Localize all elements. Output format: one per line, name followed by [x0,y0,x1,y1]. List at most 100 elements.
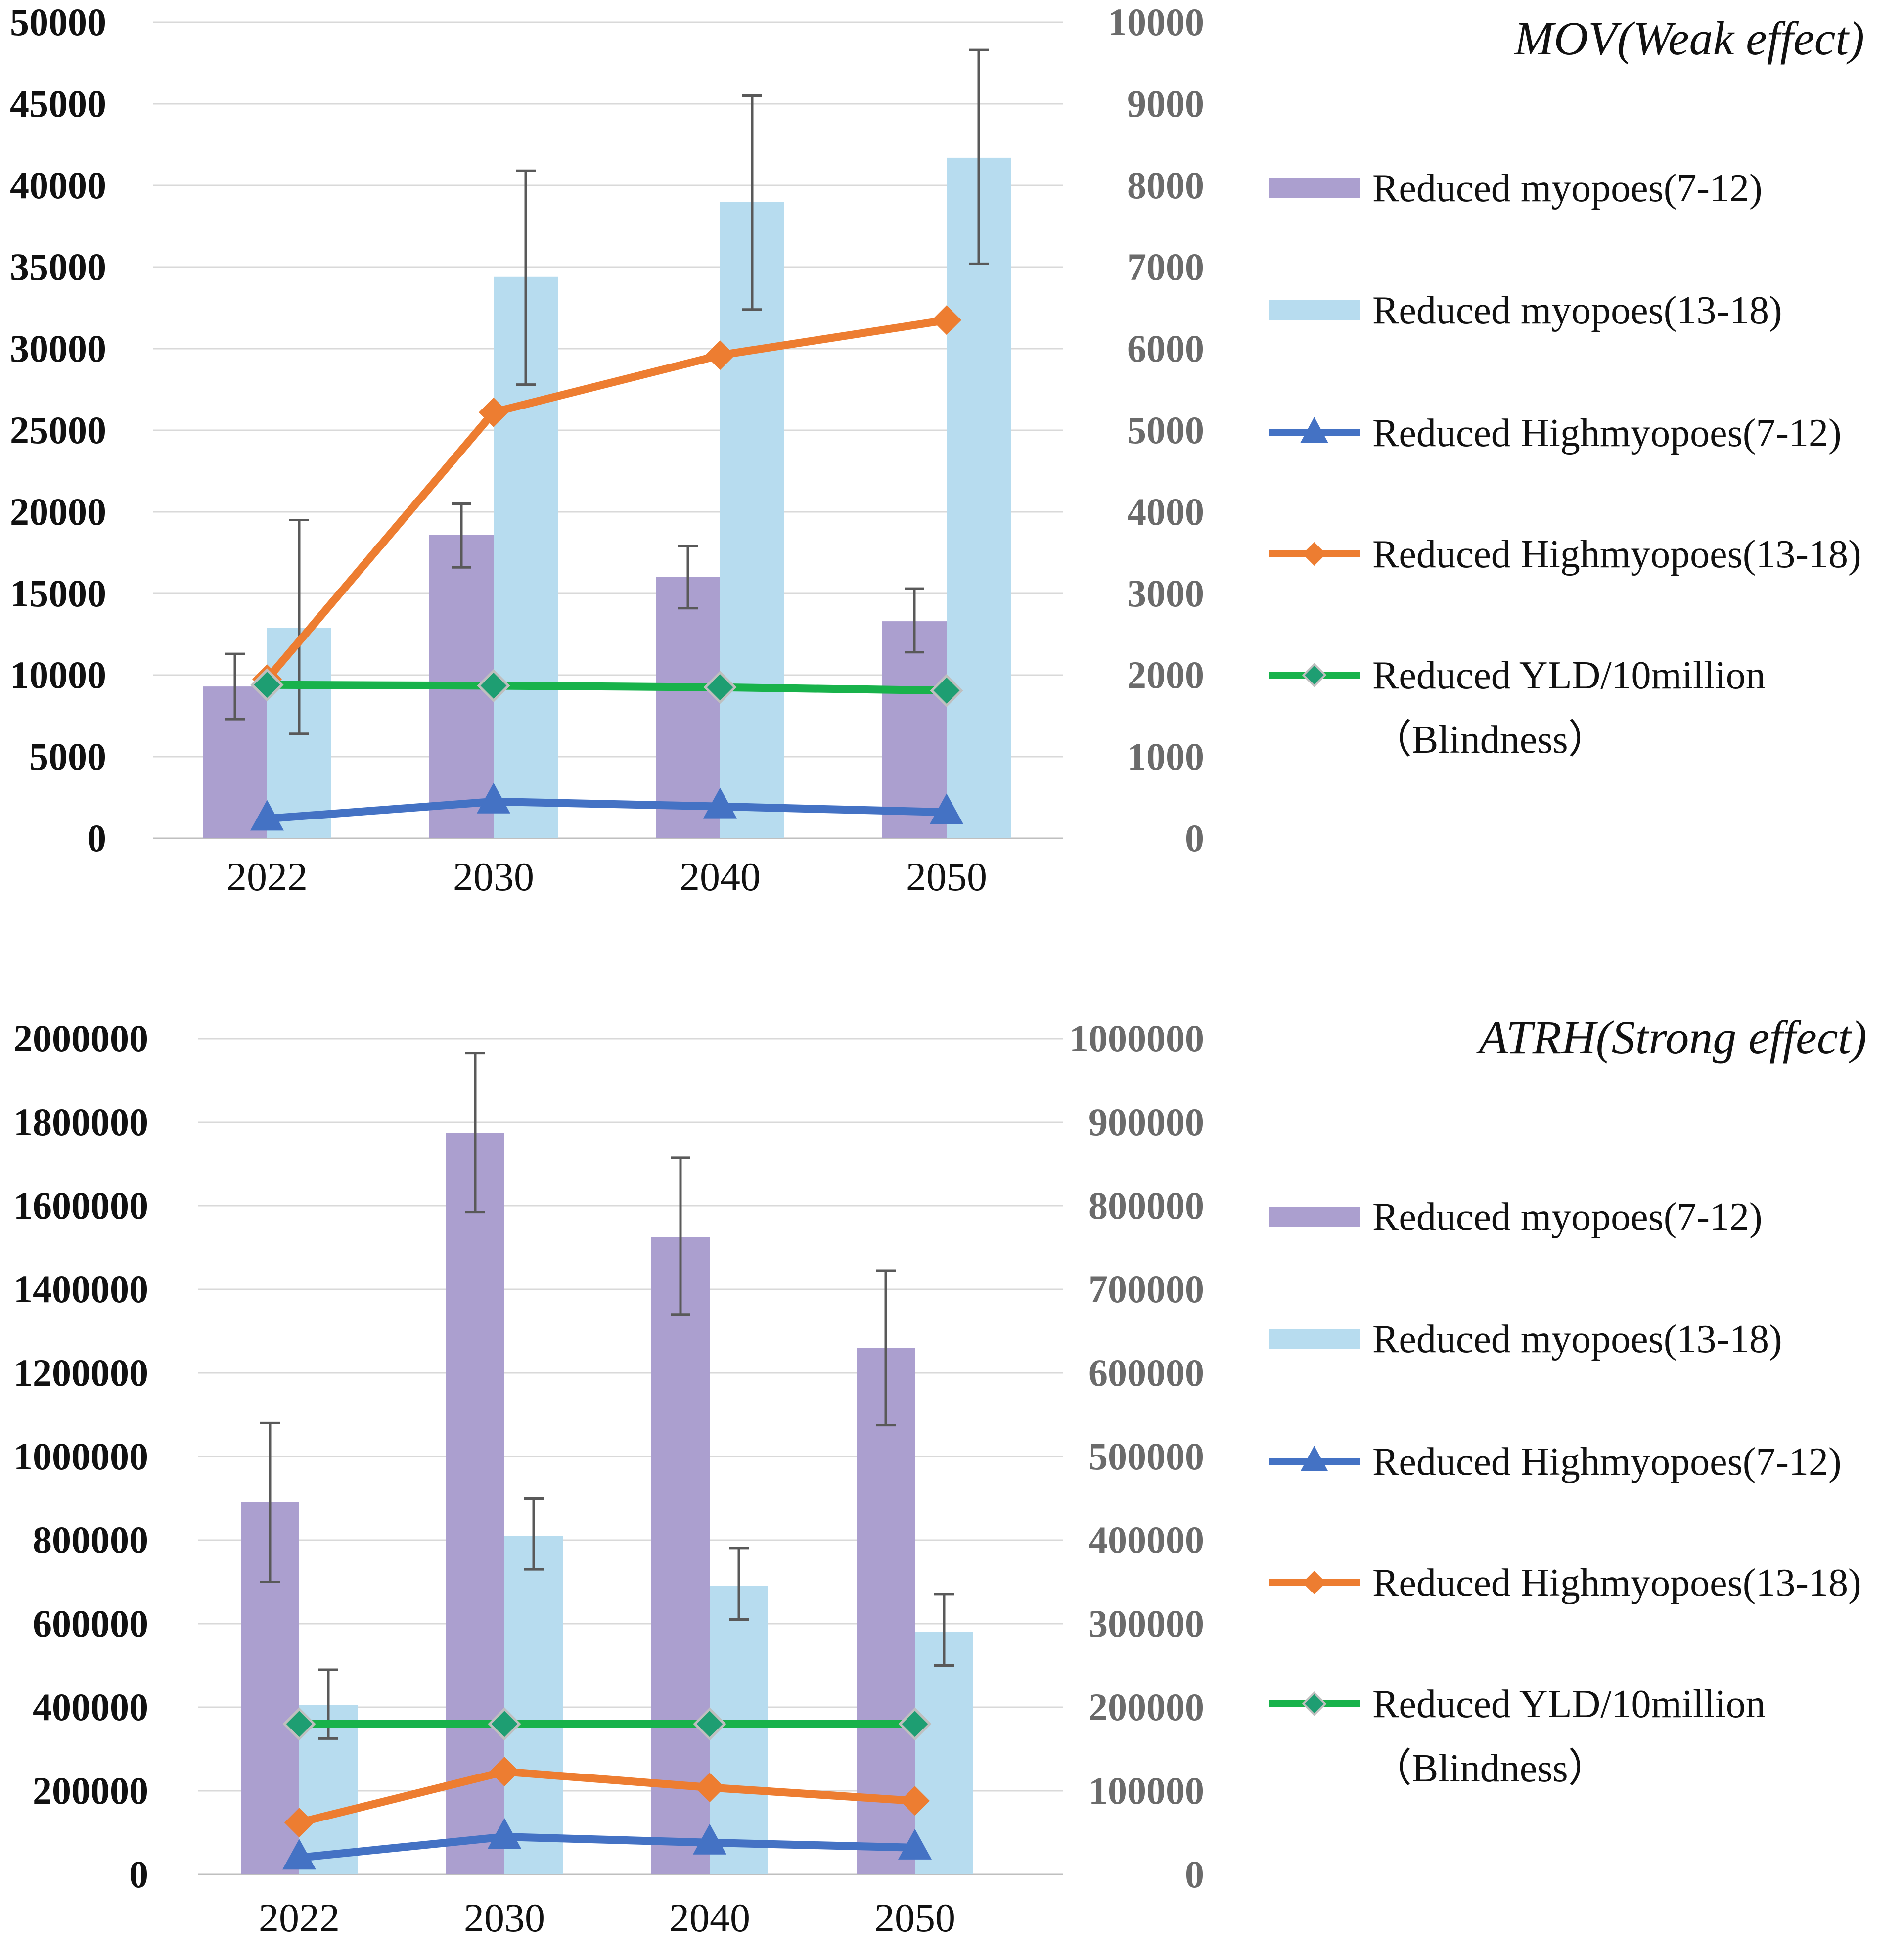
marker-diamond [479,397,508,427]
left-axis-tick-label: 25000 [10,409,106,452]
right-axis-tick-label: 300000 [1088,1602,1204,1645]
marker-diamond [284,1808,314,1838]
right-axis-tick-label: 700000 [1088,1268,1204,1311]
marker-diamond-small [898,1707,932,1741]
bar-myopoes-13-18 [504,1536,563,1874]
right-axis-tick-label: 2000 [1127,653,1204,696]
chart-mov-weak-effect: 0500010000150002000025000300003500040000… [10,0,1864,899]
left-axis-tick-label: 45000 [10,82,106,125]
legend-label-highmyopoes-7-12: Reduced Highmyopoes(7-12) [1372,411,1842,455]
marker-diamond [695,1773,725,1803]
right-axis-tick-label: 500000 [1088,1435,1204,1478]
legend-swatch-myopoes-13-18 [1269,300,1360,320]
marker-triangle [282,1839,316,1870]
legend-marker-diamond-small [1302,663,1327,687]
marker-diamond [705,340,735,370]
line-highmyopoes-7-12 [295,1832,919,1862]
bar-myopoes-13-18 [915,1632,973,1874]
legend-label-myopoes-7-12: Reduced myopoes(7-12) [1372,1195,1763,1239]
right-axis-tick-label: 600000 [1088,1351,1204,1394]
bar-myopoes-7-12 [656,577,720,838]
legend-label-highmyopoes-13-18: Reduced Highmyopoes(13-18) [1372,1561,1861,1605]
marker-diamond-small [250,668,284,702]
left-axis-tick-label: 0 [87,817,106,860]
legend-marker-triangle [1300,1446,1328,1471]
chart-atrh-strong-effect: 0200000400000600000800000100000012000001… [13,1011,1867,1940]
left-axis-tick-label: 10000 [10,653,106,696]
legend-label-myopoes-13-18: Reduced myopoes(13-18) [1372,1318,1782,1361]
right-axis-tick-label: 5000 [1127,409,1204,452]
right-axis-tick-label: 1000000 [1069,1017,1204,1060]
line-highmyopoes-7-12 [263,797,951,823]
right-axis-tick-label: 6000 [1127,327,1204,370]
right-axis-tick-label: 100000 [1088,1769,1204,1812]
left-axis-tick-label: 1400000 [13,1268,148,1311]
x-axis-tick-label: 2030 [464,1895,545,1940]
legend-label-highmyopoes-7-12: Reduced Highmyopoes(7-12) [1372,1440,1842,1484]
left-axis-tick-label: 5000 [29,735,106,778]
marker-triangle [477,782,510,814]
right-axis-tick-label: 0 [1185,817,1204,860]
left-axis-tick-label: 2000000 [13,1017,148,1060]
right-axis-tick-label: 900000 [1088,1100,1204,1143]
x-axis-tick-label: 2050 [874,1895,955,1940]
left-axis-tick-label: 400000 [33,1685,148,1729]
legend-label-blindness: （Blindness） [1372,718,1608,762]
left-axis-tick-label: 1600000 [13,1184,148,1227]
legend-marker-diamond [1302,542,1326,566]
marker-diamond-small [703,671,737,704]
bar-myopoes-7-12 [882,621,947,838]
right-axis-tick-label: 200000 [1088,1685,1204,1729]
x-axis-tick-label: 2022 [259,1895,340,1940]
marker-triangle [693,1823,726,1855]
legend-marker-diamond [1302,1571,1326,1594]
x-axis-tick-label: 2050 [906,854,987,899]
marker-diamond [490,1757,519,1787]
chart-title: ATRH(Strong effect) [1476,1011,1867,1064]
x-axis-tick-label: 2030 [453,854,534,899]
marker-diamond-small [693,1707,726,1741]
left-axis-tick-label: 800000 [33,1518,148,1561]
legend-swatch-myopoes-7-12 [1269,178,1360,198]
x-axis-tick-label: 2022 [227,854,308,899]
marker-diamond [900,1786,930,1816]
marker-triangle [488,1818,521,1849]
marker-diamond-small [282,1707,316,1741]
marker-diamond-small [488,1707,521,1741]
left-axis-tick-label: 20000 [10,490,106,533]
bar-myopoes-7-12 [857,1348,915,1874]
marker-triangle [898,1828,932,1860]
left-axis-tick-label: 200000 [33,1769,148,1812]
marker-diamond-small [930,674,963,707]
left-axis-tick-label: 1200000 [13,1351,148,1394]
left-axis-tick-label: 40000 [10,164,106,207]
right-axis-tick-label: 8000 [1127,164,1204,207]
line-highmyopoes-13-18 [263,316,951,683]
legend-label-yld: Reduced YLD/10million [1372,1683,1766,1726]
right-axis-tick-label: 400000 [1088,1518,1204,1561]
right-axis-tick-label: 3000 [1127,572,1204,615]
legend-label-yld: Reduced YLD/10million [1372,654,1766,697]
legend-label-highmyopoes-13-18: Reduced Highmyopoes(13-18) [1372,533,1861,576]
left-axis-tick-label: 35000 [10,245,106,288]
right-axis-tick-label: 7000 [1127,245,1204,288]
legend-swatch-myopoes-13-18 [1269,1329,1360,1349]
left-axis-tick-label: 15000 [10,572,106,615]
right-axis-tick-label: 4000 [1127,490,1204,533]
left-axis-tick-label: 0 [129,1853,148,1896]
bar-myopoes-7-12 [651,1237,710,1874]
bar-myopoes-13-18 [947,157,1011,838]
chart-title: MOV(Weak effect) [1513,12,1864,65]
left-axis-tick-label: 1800000 [13,1100,148,1143]
marker-diamond [932,305,961,335]
left-axis-tick-label: 1000000 [13,1435,148,1478]
legend-label-myopoes-7-12: Reduced myopoes(7-12) [1372,167,1763,210]
right-axis-tick-label: 800000 [1088,1184,1204,1227]
x-axis-tick-label: 2040 [669,1895,750,1940]
marker-triangle [930,793,963,824]
line-highmyopoes-13-18 [295,1768,919,1827]
marker-triangle [250,800,284,831]
bar-myopoes-7-12 [446,1133,504,1874]
right-axis-tick-label: 0 [1185,1853,1204,1896]
